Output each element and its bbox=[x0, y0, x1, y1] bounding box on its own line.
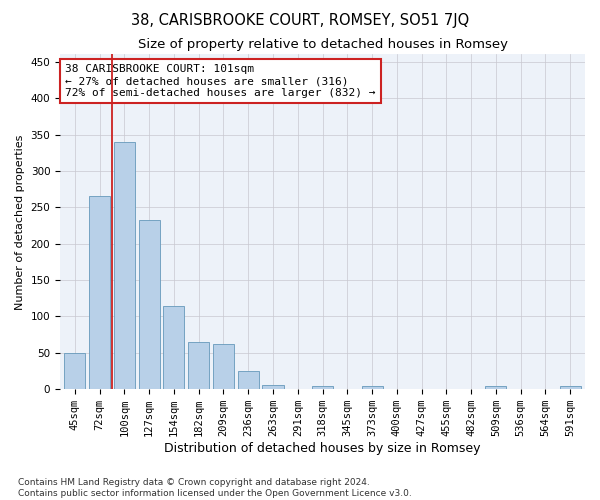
X-axis label: Distribution of detached houses by size in Romsey: Distribution of detached houses by size … bbox=[164, 442, 481, 455]
Bar bbox=[89, 196, 110, 389]
Bar bbox=[485, 386, 506, 389]
Text: 38, CARISBROOKE COURT, ROMSEY, SO51 7JQ: 38, CARISBROOKE COURT, ROMSEY, SO51 7JQ bbox=[131, 12, 469, 28]
Bar bbox=[362, 386, 383, 389]
Bar bbox=[114, 142, 135, 389]
Bar bbox=[213, 344, 234, 389]
Title: Size of property relative to detached houses in Romsey: Size of property relative to detached ho… bbox=[137, 38, 508, 51]
Bar bbox=[238, 371, 259, 389]
Text: 38 CARISBROOKE COURT: 101sqm
← 27% of detached houses are smaller (316)
72% of s: 38 CARISBROOKE COURT: 101sqm ← 27% of de… bbox=[65, 64, 376, 98]
Y-axis label: Number of detached properties: Number of detached properties bbox=[15, 134, 25, 310]
Bar bbox=[139, 220, 160, 389]
Bar bbox=[312, 386, 333, 389]
Text: Contains HM Land Registry data © Crown copyright and database right 2024.
Contai: Contains HM Land Registry data © Crown c… bbox=[18, 478, 412, 498]
Bar bbox=[560, 386, 581, 389]
Bar bbox=[188, 342, 209, 389]
Bar bbox=[262, 385, 284, 389]
Bar bbox=[64, 353, 85, 389]
Bar bbox=[163, 306, 184, 389]
